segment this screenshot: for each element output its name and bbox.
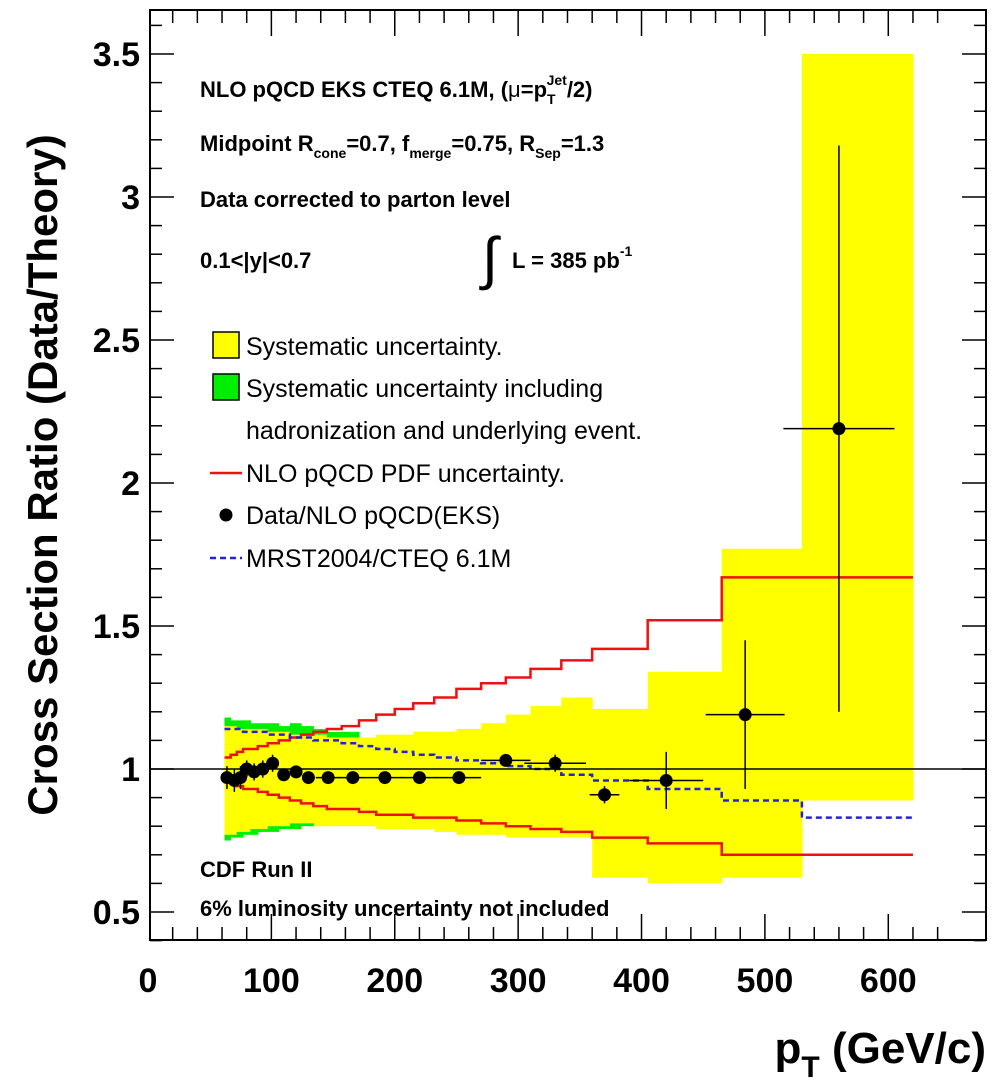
data-point [346,771,360,785]
yellow-band-bin [801,54,914,801]
red-pdf-upper-line [224,576,913,759]
data-point [266,756,280,770]
annotation-rapidity: 0.1<|y|<0.7 [200,248,311,273]
data-point [548,756,562,770]
yellow-band-bin [267,731,280,827]
green-band-lower-bin [230,834,238,838]
data-point [277,768,291,782]
y-tick-label: 3.5 [93,36,140,74]
green-band-lower-bin [267,826,280,832]
yellow-band-bin [358,737,377,827]
integral-sign: ∫ [479,226,501,291]
red-pdf-lower-line [224,779,913,857]
data-point [499,753,513,767]
x-tick-label: 100 [243,962,300,1000]
annotation-theory: NLO pQCD EKS CTEQ 6.1M, (μ=pTJet/2) [200,72,593,107]
data-point [832,422,846,436]
y-tick-label: 2 [121,465,140,503]
green-band-upper-bin [267,723,280,732]
tick-labels: 0 100 200 300 400 500 600 0.5 1 1.5 2 2.5 3 3.5 [93,36,917,1000]
uncertainty-bands [224,54,914,884]
yellow-band-bin [721,548,803,878]
yellow-band-bin [505,714,532,838]
data-point [452,771,466,785]
yellow-band-bin [243,728,252,832]
annotation-parton: Data corrected to parton level [200,187,511,212]
yellow-band-bin [257,728,269,830]
y-tick-label: 0.5 [93,894,140,932]
legend-label-blue: MRST2004/CTEQ 6.1M [246,545,511,573]
green-band-upper-bin [243,720,252,729]
y-axis-label: Cross Section Ratio (Data/Theory) [19,134,66,815]
theory-lines [150,576,986,857]
legend-label-green: Systematic uncertainty including [246,375,603,403]
legend-label-red: NLO pQCD PDF uncertainty. [246,460,565,488]
green-band-lower-bin [224,834,232,841]
x-tick-label: 500 [737,962,794,1000]
data-point [256,762,270,776]
green-band-lower-bin [243,831,252,835]
y-tick-label: 1 [121,751,140,789]
green-band-upper-bin [224,717,232,727]
y-tick-label: 3 [121,179,140,217]
data-point [412,771,426,785]
green-band-lower-bin [278,826,291,830]
data-point [738,708,752,722]
green-band-upper-bin [341,731,360,738]
green-band-upper-bin [257,723,269,729]
blue-mrst-line [224,727,913,819]
data-point [378,771,392,785]
yellow-band-bin [530,706,562,838]
annotation-luminosity: L = 385 pb-1 [512,243,632,273]
legend: Systematic uncertainty. Systematic uncer… [210,331,642,573]
x-tick-label: 300 [490,962,547,1000]
legend-swatch-green [212,373,240,401]
data-point [289,765,303,779]
yellow-band-bin [561,697,593,838]
legend-swatch-dot [219,508,233,522]
data-point [301,771,315,785]
legend-label-yellow: Systematic uncertainty. [246,333,503,361]
x-tick-label: 400 [613,962,670,1000]
data-point [659,773,673,787]
annotation-cdf: CDF Run II [200,857,312,882]
green-band-upper-bin [300,726,314,735]
data-point [321,771,335,785]
green-band-upper-bin [230,720,238,727]
y-tick-label: 2.5 [93,322,140,360]
green-band-upper-bin [278,726,291,732]
yellow-band-bin [481,723,507,835]
x-axis-label: pT (GeV/c) [775,1024,987,1084]
green-band-upper-bin [236,720,244,729]
yellow-band-bin [647,671,723,884]
data-point [598,788,612,802]
yellow-band-bin [313,734,328,827]
x-tick-label: 0 [139,962,158,1000]
green-band-lower-bin [250,829,259,835]
green-band-upper-bin [289,723,302,735]
green-band-lower-bin [289,823,302,830]
green-band-lower-bin [257,829,269,832]
x-tick-label: 600 [860,962,917,1000]
green-band-lower-bin [300,823,314,827]
green-band-upper-bin [250,723,259,729]
legend-label-green-cont: hadronization and underlying event. [246,417,642,445]
data-points [220,145,895,810]
legend-swatch-yellow [212,331,240,359]
legend-label-dot: Data/NLO pQCD(EKS) [246,502,500,530]
annotation-lumi-note: 6% luminosity uncertainty not included [200,896,610,921]
yellow-band-bin [394,734,414,830]
yellow-band-bin [289,734,302,824]
x-tick-label: 200 [366,962,423,1000]
y-tick-label: 1.5 [93,608,140,646]
annotation-cone: Midpoint Rcone=0.7, fmerge=0.75, RSep=1.… [200,131,604,161]
axes [149,9,987,942]
yellow-band-bin [326,737,343,827]
green-band-lower-bin [236,831,244,838]
green-band-upper-bin [326,731,343,738]
